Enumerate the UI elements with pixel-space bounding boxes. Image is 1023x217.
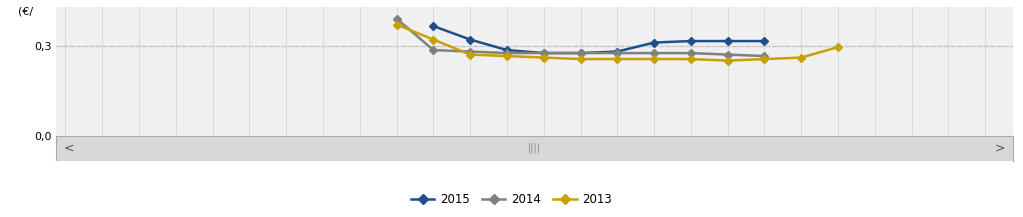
Line: 2015: 2015	[431, 23, 767, 56]
2013	[537, 56, 549, 59]
2013	[795, 56, 807, 59]
2013	[648, 58, 660, 60]
2013	[391, 23, 403, 26]
2013	[501, 55, 514, 57]
2014	[464, 50, 477, 53]
Text: <: <	[63, 142, 75, 155]
2013	[832, 46, 844, 48]
2014	[648, 52, 660, 54]
2014	[684, 52, 697, 54]
2015	[648, 41, 660, 44]
2015	[684, 40, 697, 42]
2013	[758, 58, 770, 60]
2014	[391, 17, 403, 20]
2015	[501, 49, 514, 51]
2013	[574, 58, 586, 60]
2013	[684, 58, 697, 60]
2013	[611, 58, 623, 60]
2014	[758, 55, 770, 57]
2013	[721, 59, 733, 62]
2014	[611, 52, 623, 54]
2014	[721, 53, 733, 56]
Line: 2013: 2013	[394, 22, 841, 63]
Text: >: >	[994, 142, 1006, 155]
2015	[464, 38, 477, 41]
Y-axis label: (€/: (€/	[18, 7, 33, 16]
2015	[537, 52, 549, 54]
Line: 2014: 2014	[394, 16, 767, 59]
2015	[428, 25, 440, 27]
Legend: 2015, 2014, 2013: 2015, 2014, 2013	[406, 189, 617, 211]
2015	[758, 40, 770, 42]
2014	[501, 52, 514, 54]
2015	[721, 40, 733, 42]
2013	[428, 38, 440, 41]
2014	[537, 52, 549, 54]
2015	[574, 52, 586, 54]
2014	[428, 49, 440, 51]
2013	[464, 53, 477, 56]
2014	[574, 52, 586, 54]
Text: ||||: ||||	[528, 143, 541, 153]
2015	[611, 50, 623, 53]
